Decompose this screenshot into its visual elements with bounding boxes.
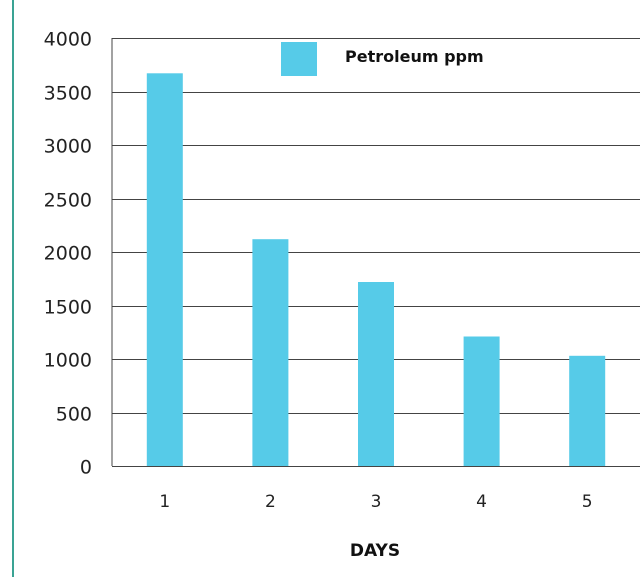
bars bbox=[146, 73, 606, 467]
bar-day-2 bbox=[252, 239, 289, 466]
x-tick-label: 2 bbox=[265, 492, 276, 512]
y-tick-label: 2500 bbox=[44, 190, 92, 212]
legend: Petroleum ppm bbox=[281, 42, 484, 76]
bar-day-1 bbox=[146, 73, 183, 467]
bar-day-3 bbox=[358, 282, 394, 466]
y-tick-label: 1500 bbox=[44, 297, 92, 319]
y-tick-label: 0 bbox=[80, 457, 92, 479]
y-tick-label: 4000 bbox=[44, 29, 92, 51]
bar-day-4 bbox=[463, 336, 500, 466]
x-tick-label: 4 bbox=[476, 492, 487, 512]
gridlines bbox=[111, 38, 640, 467]
y-tick-label: 3000 bbox=[44, 136, 92, 158]
legend-swatch bbox=[281, 42, 317, 76]
x-tick-label: 5 bbox=[582, 492, 593, 512]
y-tick-label: 3500 bbox=[44, 83, 92, 105]
y-axis-tick-labels: 0 500 1000 1500 2000 2500 3000 3500 4000 bbox=[44, 29, 92, 479]
legend-label: Petroleum ppm bbox=[345, 47, 484, 66]
x-axis-title: DAYS bbox=[350, 541, 400, 561]
bar-day-5 bbox=[569, 355, 606, 466]
x-tick-label: 3 bbox=[371, 492, 382, 512]
y-tick-label: 2000 bbox=[44, 243, 92, 265]
y-tick-label: 500 bbox=[56, 404, 92, 426]
x-axis-tick-labels: 1 2 3 4 5 bbox=[159, 492, 592, 512]
page-left-rule bbox=[12, 0, 14, 577]
y-tick-label: 1000 bbox=[44, 350, 92, 372]
x-tick-label: 1 bbox=[159, 492, 170, 512]
